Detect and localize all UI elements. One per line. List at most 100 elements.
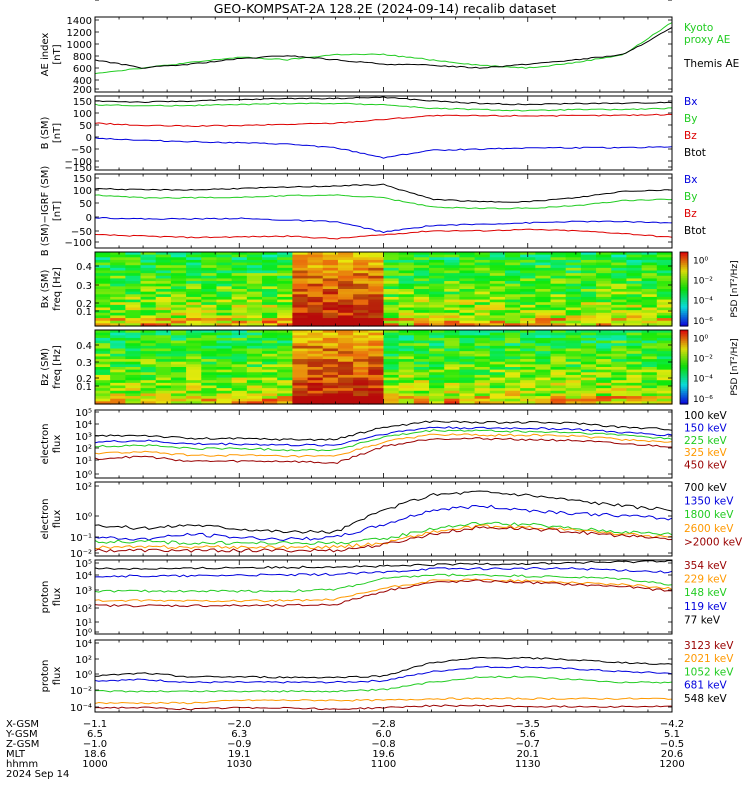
series-line-225-kev [94,429,673,452]
spectrogram-cell [474,304,491,309]
series-line-themis-ae [94,27,673,69]
spectrogram-cell [641,307,658,311]
spectrogram-cell [596,401,612,405]
spectrogram-cell [489,304,506,309]
spectrogram-cell [125,257,142,261]
spectrogram-cell [626,335,643,339]
spectrogram-cell [596,330,612,334]
series-line--2000-kev [94,525,673,553]
y-axis-label: proton [40,581,51,614]
spectrogram-cell [95,332,111,336]
spectrogram-cell [170,312,187,317]
colorbar-step [680,396,688,400]
panel-frame [94,481,673,557]
spectrogram-cell [216,312,233,317]
spectrogram-cell [170,278,187,282]
spectrogram-cell [383,369,400,373]
spectrogram-cell [337,345,354,350]
y-tick-label: 1200 [67,28,92,39]
spectrogram-cell [262,286,278,290]
y-tick-label: 10⁰ [75,628,92,639]
spectrogram-cell [398,262,415,266]
spectrogram-cell [398,345,415,350]
spectrogram-cell [565,307,582,311]
spectrogram-cell [565,367,582,371]
spectrogram-cell [489,396,506,400]
spectrogram-cell [216,291,233,295]
spectrogram-cell [550,345,567,350]
spectrogram-cell [368,257,385,261]
spectrogram-cell [565,356,582,360]
colorbar-step [680,379,688,383]
spectrogram-cell [95,299,111,303]
spectrogram-cell [429,257,445,261]
spectrogram-cell [626,257,643,261]
y-axis-label: proton [40,660,51,693]
spectrogram-cell [429,348,445,352]
spectrogram-cell [641,262,658,266]
spectrogram-cell [413,302,430,306]
spectrogram-cell [231,273,248,277]
spectrogram-cell [307,335,324,339]
spectrogram-cell [474,374,491,379]
colorbar-step [680,272,688,275]
spectrogram-cell [459,348,476,352]
spectrogram-cell [535,372,552,376]
spectrogram-cell [292,278,309,282]
spectrogram-cell [246,281,263,285]
spectrogram-cell [246,335,263,339]
spectrogram-cell [201,374,218,379]
spectrogram-cell [656,265,673,269]
spectrogram-cell [459,307,476,311]
spectrogram-cell [186,320,202,324]
spectrogram-cell [489,296,506,301]
spectrogram-cell [262,401,278,405]
spectrogram-cell [155,273,172,277]
spectrogram-cell [611,337,628,342]
spectrogram-cell [170,270,187,274]
spectrogram-cell [535,330,552,334]
spectrogram-cell [231,265,248,269]
spectrogram-cell [216,364,233,368]
spectrogram-cell [656,345,673,350]
spectrogram-cell [277,330,293,334]
spectrogram-cell [535,275,552,280]
spectrogram-cell [520,369,536,373]
spectrogram-cell [231,353,248,358]
y-tick-label: 10⁴ [75,420,92,431]
spectrogram-cell [110,296,126,301]
spectrogram-cell [95,291,111,295]
spectrogram-cell [626,320,643,324]
spectrogram-cell [110,286,126,290]
spectrogram-cell [292,364,309,368]
spectrogram-cell [504,262,521,266]
spectrogram-cell [95,396,111,400]
spectrogram-cell [580,380,597,384]
spectrogram-cell [201,351,218,355]
spectrogram-cell [535,332,552,336]
spectrogram-cell [322,310,339,314]
spectrogram-cell [611,286,628,290]
colorbar-tick-label: 10⁻⁶ [693,395,713,405]
colorbar-step [680,322,688,325]
spectrogram-cell [353,289,369,293]
spectrogram-cell [626,286,643,290]
spectrogram-cell [201,364,218,368]
spectrogram-cell [216,361,233,365]
colorbar-step [680,376,688,379]
spectrogram-cell [550,335,567,339]
spectrogram-cell [596,335,612,339]
spectrogram-cell [626,318,643,322]
spectrogram-cell [170,302,187,306]
spectrogram-cell [170,283,187,287]
spectrogram-cell [535,270,552,274]
spectrogram-cell [155,312,172,317]
spectrogram-cell [565,388,582,392]
spectrogram-cell [489,353,506,358]
spectrogram-cell [246,374,263,379]
spectrogram-cell [277,283,293,287]
spectrogram-cell [383,337,400,342]
spectrogram-cell [535,353,552,358]
ephemeris-value: 1200 [659,759,684,770]
